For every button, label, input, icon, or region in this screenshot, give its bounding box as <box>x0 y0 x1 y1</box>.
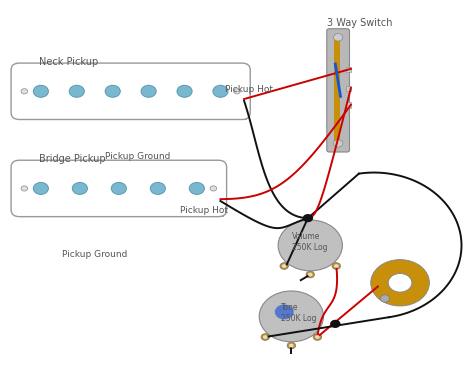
FancyBboxPatch shape <box>11 63 250 120</box>
Text: 3 Way Switch: 3 Way Switch <box>327 18 392 28</box>
Text: Pickup Ground: Pickup Ground <box>62 250 128 259</box>
Bar <box>334 40 339 141</box>
Circle shape <box>332 262 341 269</box>
Circle shape <box>315 335 320 339</box>
Circle shape <box>111 183 127 194</box>
Circle shape <box>380 295 390 302</box>
Circle shape <box>33 86 48 97</box>
Circle shape <box>308 273 313 276</box>
Text: Tone
250K Log: Tone 250K Log <box>281 303 317 323</box>
Circle shape <box>141 86 156 97</box>
Polygon shape <box>25 191 224 217</box>
Circle shape <box>282 264 287 268</box>
Circle shape <box>287 342 296 349</box>
Text: Bridge Pickup: Bridge Pickup <box>38 154 105 165</box>
Circle shape <box>275 304 294 320</box>
Circle shape <box>33 183 48 194</box>
Circle shape <box>333 34 343 41</box>
Circle shape <box>73 183 87 194</box>
Bar <box>346 86 351 91</box>
FancyBboxPatch shape <box>327 29 349 152</box>
Circle shape <box>69 86 84 97</box>
Circle shape <box>234 88 240 94</box>
Bar <box>346 67 351 72</box>
Text: Pickup Hot: Pickup Hot <box>225 85 273 94</box>
Circle shape <box>306 271 315 278</box>
Circle shape <box>330 320 340 328</box>
Text: Volume
250K Log: Volume 250K Log <box>292 232 328 252</box>
Circle shape <box>334 264 339 268</box>
Circle shape <box>278 220 342 271</box>
Circle shape <box>21 88 27 94</box>
Circle shape <box>263 335 268 339</box>
Circle shape <box>150 183 165 194</box>
Circle shape <box>210 186 217 191</box>
Circle shape <box>261 334 270 340</box>
Circle shape <box>333 140 343 147</box>
Circle shape <box>213 86 228 97</box>
Circle shape <box>177 86 192 97</box>
Circle shape <box>189 183 204 194</box>
Circle shape <box>303 214 313 222</box>
Circle shape <box>388 273 412 292</box>
Circle shape <box>313 334 322 340</box>
Circle shape <box>259 291 323 342</box>
Text: Pickup Hot: Pickup Hot <box>180 206 228 215</box>
Bar <box>346 102 351 108</box>
Circle shape <box>21 186 27 191</box>
Circle shape <box>371 260 429 306</box>
Text: Pickup Ground: Pickup Ground <box>105 153 170 162</box>
FancyBboxPatch shape <box>11 160 227 217</box>
Circle shape <box>280 262 289 269</box>
Circle shape <box>105 86 120 97</box>
Text: Neck Pickup: Neck Pickup <box>38 57 98 68</box>
Polygon shape <box>25 94 247 120</box>
Circle shape <box>289 344 294 347</box>
